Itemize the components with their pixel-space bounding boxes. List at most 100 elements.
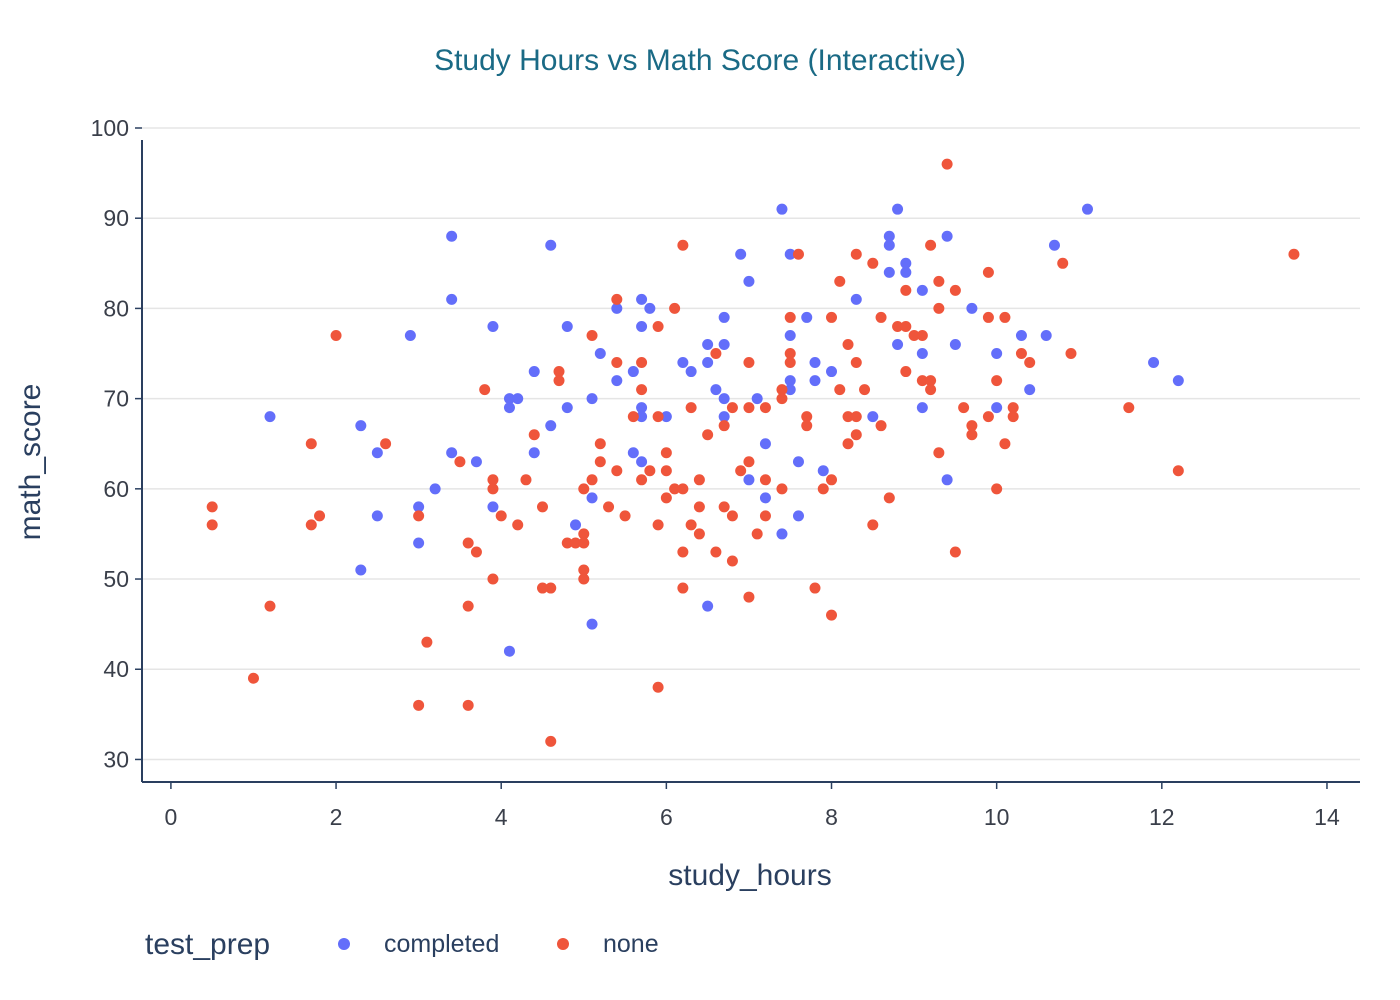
data-point-completed[interactable] — [636, 456, 648, 468]
data-point-none[interactable] — [826, 609, 838, 621]
data-point-completed[interactable] — [611, 375, 623, 387]
data-point-none[interactable] — [611, 293, 623, 305]
data-point-completed[interactable] — [685, 366, 697, 378]
data-point-none[interactable] — [842, 338, 854, 350]
data-point-completed[interactable] — [966, 302, 978, 314]
data-point-completed[interactable] — [503, 645, 515, 657]
data-point-none[interactable] — [528, 429, 540, 441]
data-point-completed[interactable] — [611, 302, 623, 314]
data-point-completed[interactable] — [528, 366, 540, 378]
data-point-completed[interactable] — [916, 348, 928, 360]
data-points[interactable] — [206, 158, 1300, 747]
data-point-completed[interactable] — [487, 501, 499, 513]
data-point-none[interactable] — [561, 537, 573, 549]
data-point-completed[interactable] — [644, 302, 656, 314]
data-point-none[interactable] — [660, 447, 672, 459]
data-point-none[interactable] — [470, 546, 482, 558]
data-point-completed[interactable] — [759, 438, 771, 450]
data-point-none[interactable] — [685, 402, 697, 414]
data-point-none[interactable] — [784, 348, 796, 360]
data-point-completed[interactable] — [545, 420, 557, 432]
data-point-none[interactable] — [867, 519, 879, 531]
data-point-completed[interactable] — [429, 483, 441, 495]
data-point-none[interactable] — [726, 510, 738, 522]
data-point-none[interactable] — [495, 510, 507, 522]
data-point-none[interactable] — [421, 636, 433, 648]
data-point-none[interactable] — [702, 429, 714, 441]
legend-item-none[interactable]: none — [557, 930, 659, 958]
data-point-none[interactable] — [850, 429, 862, 441]
data-point-none[interactable] — [693, 474, 705, 486]
data-point-none[interactable] — [545, 582, 557, 594]
data-point-none[interactable] — [636, 384, 648, 396]
data-point-none[interactable] — [925, 239, 937, 251]
data-point-none[interactable] — [759, 510, 771, 522]
data-point-none[interactable] — [834, 384, 846, 396]
data-point-none[interactable] — [933, 275, 945, 287]
data-point-none[interactable] — [900, 320, 912, 332]
data-point-none[interactable] — [925, 384, 937, 396]
data-point-none[interactable] — [826, 311, 838, 323]
data-point-none[interactable] — [206, 501, 218, 513]
data-point-completed[interactable] — [784, 375, 796, 387]
data-point-completed[interactable] — [991, 402, 1003, 414]
data-point-none[interactable] — [462, 600, 474, 612]
data-point-none[interactable] — [941, 158, 953, 170]
data-point-none[interactable] — [801, 420, 813, 432]
data-point-none[interactable] — [553, 375, 565, 387]
data-point-completed[interactable] — [702, 600, 714, 612]
data-point-completed[interactable] — [470, 456, 482, 468]
data-point-completed[interactable] — [586, 492, 598, 504]
data-point-none[interactable] — [206, 519, 218, 531]
data-point-none[interactable] — [1057, 257, 1069, 269]
data-point-completed[interactable] — [916, 284, 928, 296]
data-point-none[interactable] — [660, 492, 672, 504]
data-point-completed[interactable] — [949, 338, 961, 350]
data-point-completed[interactable] — [636, 320, 648, 332]
data-point-completed[interactable] — [850, 293, 862, 305]
data-point-none[interactable] — [570, 537, 582, 549]
data-point-completed[interactable] — [702, 338, 714, 350]
data-point-none[interactable] — [867, 257, 879, 269]
data-point-completed[interactable] — [702, 357, 714, 369]
data-point-none[interactable] — [314, 510, 326, 522]
data-point-none[interactable] — [669, 302, 681, 314]
data-point-completed[interactable] — [636, 411, 648, 423]
data-point-none[interactable] — [1015, 348, 1027, 360]
data-point-none[interactable] — [751, 528, 763, 540]
data-point-completed[interactable] — [883, 266, 895, 278]
data-point-none[interactable] — [1172, 465, 1184, 477]
data-point-completed[interactable] — [545, 239, 557, 251]
data-point-none[interactable] — [578, 528, 590, 540]
data-point-none[interactable] — [743, 357, 755, 369]
data-point-completed[interactable] — [784, 248, 796, 260]
data-point-none[interactable] — [693, 528, 705, 540]
data-point-none[interactable] — [726, 555, 738, 567]
data-point-none[interactable] — [487, 573, 499, 585]
data-point-none[interactable] — [842, 411, 854, 423]
data-point-none[interactable] — [743, 456, 755, 468]
data-point-none[interactable] — [586, 329, 598, 341]
data-point-completed[interactable] — [264, 411, 276, 423]
data-point-none[interactable] — [677, 546, 689, 558]
data-point-completed[interactable] — [867, 411, 879, 423]
data-point-none[interactable] — [660, 465, 672, 477]
data-point-none[interactable] — [636, 474, 648, 486]
data-point-none[interactable] — [999, 311, 1011, 323]
data-point-none[interactable] — [958, 402, 970, 414]
legend-item-completed[interactable]: completed — [338, 930, 499, 958]
data-point-completed[interactable] — [718, 393, 730, 405]
data-point-none[interactable] — [520, 474, 532, 486]
data-point-none[interactable] — [305, 438, 317, 450]
data-point-completed[interactable] — [991, 348, 1003, 360]
data-point-none[interactable] — [999, 438, 1011, 450]
data-point-completed[interactable] — [594, 348, 606, 360]
data-point-none[interactable] — [859, 384, 871, 396]
data-point-none[interactable] — [586, 474, 598, 486]
data-point-completed[interactable] — [1148, 357, 1160, 369]
data-point-completed[interactable] — [355, 420, 367, 432]
data-point-none[interactable] — [916, 329, 928, 341]
data-point-none[interactable] — [784, 311, 796, 323]
data-point-none[interactable] — [883, 492, 895, 504]
data-point-none[interactable] — [636, 357, 648, 369]
